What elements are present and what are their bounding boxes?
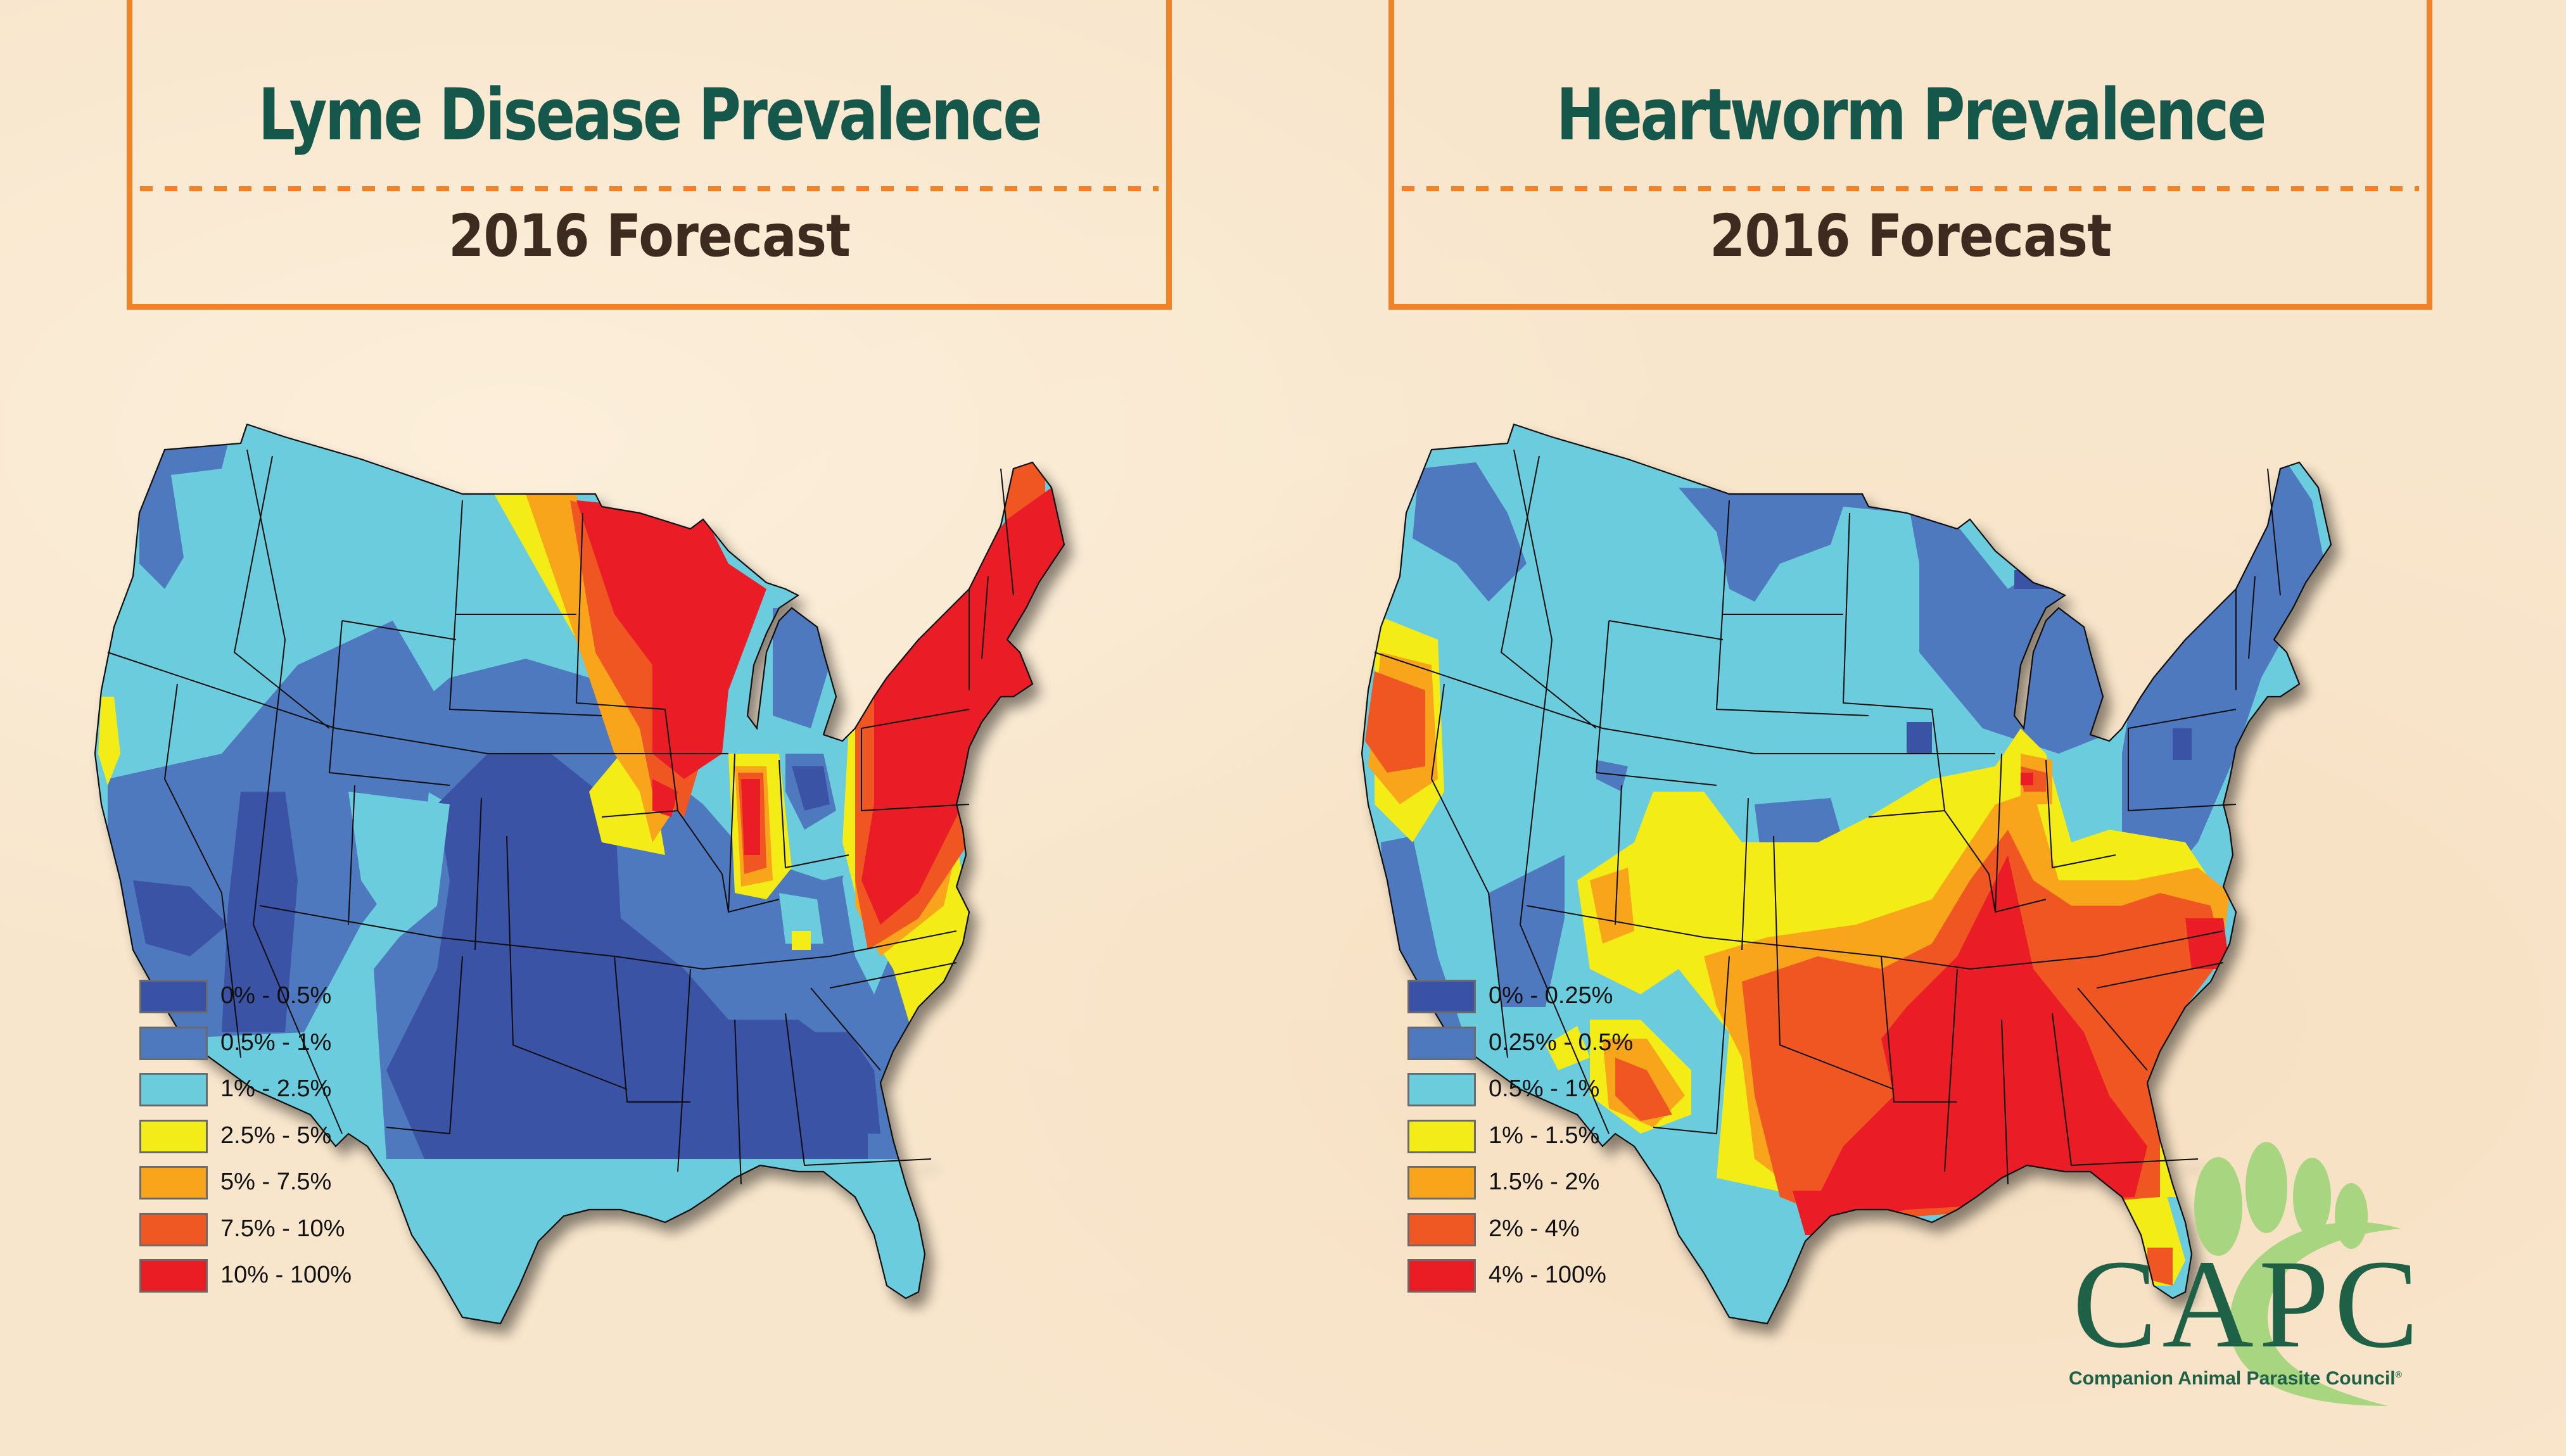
region-hw-2-4 [1365, 671, 1425, 773]
region-hw-0-0-25 [1907, 722, 1932, 754]
region-hw-1-1-5 [1546, 1026, 1590, 1070]
legend-swatch [1407, 1259, 1476, 1293]
region-hw-0-25-0-5 [1679, 488, 2147, 754]
region-hw-4-100 [1818, 855, 2147, 1222]
logo-tagline: Companion Animal Parasite Council® [2069, 1368, 2402, 1390]
registered-mark: ® [2395, 1369, 2402, 1379]
legend-label: 5% - 7.5% [220, 1168, 332, 1195]
legend-swatch [1407, 1212, 1476, 1246]
region-hw-2-4 [2147, 1248, 2173, 1286]
lyme-panel: Lyme Disease Prevalence 2016 Forecast [0, 0, 1267, 1456]
legend-swatch [1407, 1026, 1476, 1060]
heartworm-map [1361, 399, 2502, 1325]
legend-label: 0% - 0.5% [220, 982, 332, 1009]
legend-swatch [139, 1026, 208, 1060]
region-lyme-0-0-5 [222, 792, 298, 1032]
legend-label: 4% - 100% [1489, 1262, 1606, 1288]
lyme-subtitle: 2016 Forecast [448, 202, 851, 270]
legend-swatch [139, 1073, 208, 1106]
legend-label: 2.5% - 5% [220, 1122, 332, 1149]
legend-swatch [139, 1212, 208, 1246]
region-lyme-10-100 [741, 779, 760, 855]
lyme-map-svg [94, 423, 1065, 1325]
state-borders [1374, 449, 2281, 1185]
lyme-title-box: Lyme Disease Prevalence 2016 Forecast [127, 0, 1172, 310]
region-lyme-1-2-5 [779, 893, 823, 944]
logo-tagline-text: Companion Animal Parasite Council [2069, 1368, 2396, 1389]
heartworm-title: Heartworm Prevalence [1556, 74, 2267, 156]
region-lyme-0-0-5 [792, 766, 830, 811]
region-hw-4-100 [2021, 773, 2033, 785]
region-lyme-1-2-5 [348, 792, 450, 937]
region-hw-0-25-0-5 [1596, 760, 1628, 792]
legend-label: 1.5% - 2% [1489, 1168, 1600, 1195]
region-lyme-2-5-5 [98, 697, 120, 785]
region-lyme-0-5-1 [139, 424, 234, 589]
legend-swatch [139, 1166, 208, 1200]
logo-letters: CAPC [2073, 1234, 2424, 1374]
region-hw-0-25-0-5 [1489, 855, 1565, 1007]
lyme-prevalence-regions [98, 424, 1064, 1159]
capc-logo: CAPC Companion Animal Parasite Council® [2046, 1140, 2489, 1406]
heartworm-prevalence-regions [1365, 462, 2325, 1286]
legend-swatch [1407, 1166, 1476, 1200]
heartworm-title-box: Heartworm Prevalence 2016 Forecast [1388, 0, 2432, 310]
title-divider [140, 186, 1159, 191]
legend-swatch [1407, 980, 1476, 1013]
legend-swatch [1407, 1073, 1476, 1106]
legend-label: 7.5% - 10% [220, 1215, 345, 1242]
legend-label: 1% - 1.5% [1489, 1122, 1600, 1149]
region-lyme-0-0-5 [133, 880, 228, 956]
region-hw-0-0-25 [2014, 570, 2052, 589]
region-hw-2-4 [1615, 1058, 1672, 1121]
legend-swatch [1407, 1119, 1476, 1153]
us-outline [94, 423, 1065, 1325]
legend-label: 2% - 4% [1489, 1215, 1580, 1242]
heartworm-panel: Heartworm Prevalence 2016 Forecast [1267, 0, 2534, 1456]
legend-swatch [139, 980, 208, 1013]
region-lyme-2-5-5 [792, 931, 811, 950]
lyme-title: Lyme Disease Prevalence [258, 74, 1043, 156]
region-lyme-0-5-1 [773, 608, 830, 728]
legend-label: 0.25% - 0.5% [1489, 1029, 1634, 1056]
legend-swatch [139, 1119, 208, 1153]
heartworm-map-svg [1361, 423, 2332, 1325]
region-hw-0-0-25 [2173, 728, 2192, 760]
region-lyme-10-100 [652, 779, 678, 817]
state-borders [107, 449, 1014, 1185]
region-hw-0-25-0-5 [1413, 462, 1527, 602]
us-outline [1361, 423, 2332, 1325]
region-hw-1-5-2 [1590, 868, 1634, 944]
paw-print-icon [2194, 1142, 2401, 1406]
legend-label: 0.5% - 1% [220, 1029, 332, 1056]
region-lyme-0-0-5 [792, 1032, 880, 1134]
region-lyme-5-7-5 [526, 494, 678, 842]
lyme-map [94, 399, 1235, 1325]
region-hw-4-100 [2185, 918, 2230, 969]
legend-label: 1% - 2.5% [220, 1075, 332, 1102]
region-lyme-10-100 [861, 488, 1064, 925]
legend-label: 0.5% - 1% [1489, 1075, 1600, 1102]
title-divider [1402, 186, 2419, 191]
legend-swatch [139, 1259, 208, 1293]
legend-label: 10% - 100% [220, 1262, 352, 1288]
legend-label: 0% - 0.25% [1489, 982, 1613, 1009]
heartworm-subtitle: 2016 Forecast [1709, 202, 2112, 270]
region-lyme-10-100 [576, 500, 766, 779]
